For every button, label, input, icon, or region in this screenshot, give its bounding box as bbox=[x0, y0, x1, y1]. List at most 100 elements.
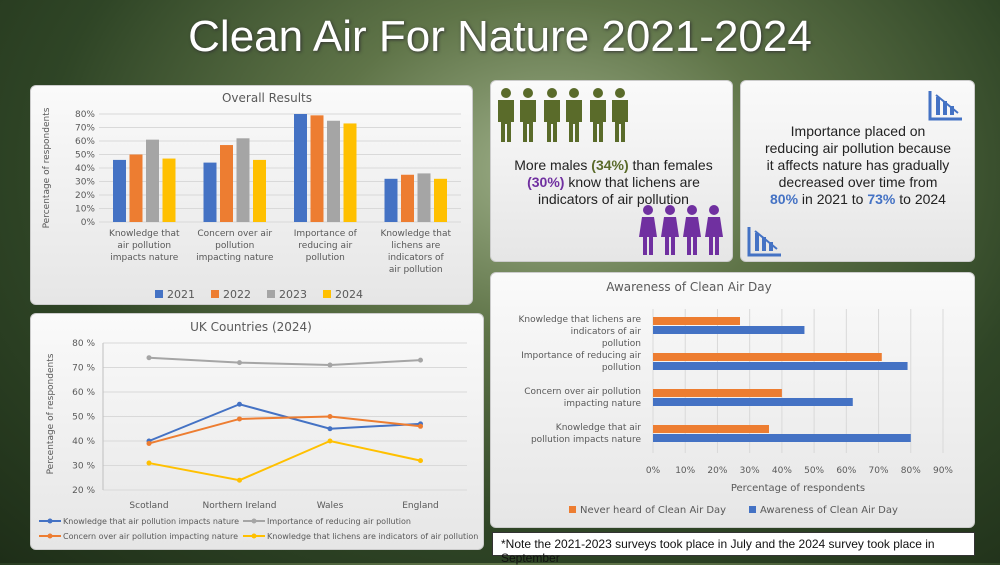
data-point bbox=[418, 423, 423, 429]
male-person-icon bbox=[498, 88, 628, 142]
bar-2022 bbox=[401, 174, 414, 222]
person-head bbox=[593, 88, 603, 98]
y-tick-label: pollution bbox=[602, 363, 641, 373]
x-tick-label: Knowledge that bbox=[109, 229, 180, 239]
x-tick-label: 10% bbox=[675, 466, 695, 476]
person-body bbox=[590, 100, 606, 142]
overall-results-panel: Overall Results Percentage of respondents… bbox=[30, 85, 473, 305]
bar-never-heard-of-clean-air-day bbox=[653, 353, 882, 361]
chart-title: Overall Results bbox=[222, 91, 312, 105]
overall-results-chart: Overall Results Percentage of respondents… bbox=[42, 91, 461, 301]
data-point bbox=[327, 414, 333, 419]
y-tick-label: 30% bbox=[75, 178, 95, 188]
person-head bbox=[643, 205, 653, 215]
bar-2024 bbox=[434, 178, 447, 222]
legend-label: 2021 bbox=[167, 288, 195, 301]
bar-awareness-of-clean-air-day bbox=[653, 326, 805, 334]
x-tick-label: Northern Ireland bbox=[203, 501, 277, 511]
person-body bbox=[639, 217, 657, 255]
trend-text: Importance placed on reducing air pollut… bbox=[764, 123, 951, 207]
x-tick-label: impacting nature bbox=[196, 253, 274, 263]
x-tick-label: impacts nature bbox=[110, 253, 178, 263]
bar-chart-down-icon bbox=[747, 227, 781, 257]
bar-chart-down-icon bbox=[928, 91, 962, 121]
bar-2021 bbox=[384, 178, 398, 222]
x-tick-label: 80% bbox=[901, 466, 921, 476]
awareness-panel: Awareness of Clean Air Day 0% 10% 20% 30% 40%… bbox=[490, 272, 975, 528]
chart-title: Awareness of Clean Air Day bbox=[606, 280, 772, 294]
data-point bbox=[146, 440, 152, 446]
bar-never-heard-of-clean-air-day bbox=[653, 389, 782, 397]
legend-label: 2022 bbox=[223, 288, 251, 301]
legend-label: 2023 bbox=[279, 288, 307, 301]
trend-panel: Importance placed on reducing air pollut… bbox=[740, 80, 975, 262]
y-tick-label: 40 % bbox=[72, 437, 95, 447]
bar-2023 bbox=[327, 120, 340, 222]
x-axis-label: Percentage of respondents bbox=[731, 483, 865, 494]
bar-awareness-of-clean-air-day bbox=[653, 434, 911, 442]
bar-2022 bbox=[310, 115, 324, 222]
x-tick-label: Concern over air bbox=[197, 229, 272, 239]
line-series bbox=[148, 439, 421, 482]
x-tick-label: 50% bbox=[804, 466, 824, 476]
data-point bbox=[327, 362, 333, 368]
data-point bbox=[418, 357, 423, 363]
y-tick-label: 40% bbox=[75, 164, 95, 174]
bar-2023 bbox=[236, 138, 250, 222]
line-series bbox=[148, 403, 421, 442]
legend-label: Concern over air pollution impacting nat… bbox=[63, 532, 238, 541]
legend-label: Never heard of Clean Air Day bbox=[580, 505, 726, 516]
x-tick-label: Scotland bbox=[129, 501, 168, 511]
bar-2021 bbox=[294, 114, 307, 222]
y-tick-label: indicators of air bbox=[571, 327, 642, 337]
female-person-icon bbox=[639, 205, 723, 255]
y-tick-label: Knowledge that lichens are bbox=[519, 315, 642, 325]
person-body bbox=[566, 100, 582, 142]
x-tick-label: air pollution bbox=[389, 265, 443, 275]
y-tick-label: pollution bbox=[602, 339, 641, 349]
y-tick-label: 20% bbox=[75, 191, 95, 201]
person-body bbox=[544, 100, 560, 142]
awareness-chart: Awareness of Clean Air Day 0% 10% 20% 30% 40%… bbox=[519, 280, 954, 516]
legend-marker bbox=[47, 533, 53, 539]
uk-countries-panel: UK Countries (2024) Percentage of respond… bbox=[30, 313, 484, 550]
y-tick-label: 70 % bbox=[72, 364, 95, 374]
bar-2024 bbox=[162, 158, 176, 222]
y-tick-label: 50 % bbox=[72, 413, 95, 423]
bar-2023 bbox=[417, 173, 431, 222]
y-tick-label: 70% bbox=[75, 124, 95, 134]
person-body bbox=[683, 217, 701, 255]
y-axis-label: Percentage of respondents bbox=[42, 107, 52, 228]
person-body bbox=[661, 217, 679, 255]
x-tick-label: reducing air bbox=[298, 241, 352, 251]
y-axis-label: Percentage of respondents bbox=[46, 353, 56, 474]
bar-awareness-of-clean-air-day bbox=[653, 398, 853, 406]
bar-2022 bbox=[129, 154, 143, 222]
y-tick-label: Importance of reducing air bbox=[521, 351, 641, 361]
x-tick-label: 30% bbox=[740, 466, 760, 476]
legend-swatch bbox=[323, 290, 331, 298]
person-head bbox=[547, 88, 557, 98]
x-tick-label: pollution bbox=[215, 241, 254, 251]
person-head bbox=[501, 88, 511, 98]
x-tick-label: England bbox=[402, 501, 439, 511]
x-tick-label: 90% bbox=[933, 466, 953, 476]
bar-never-heard-of-clean-air-day bbox=[653, 317, 740, 325]
x-tick-label: pollution bbox=[306, 253, 345, 263]
survey-note: *Note the 2021-2023 surveys took place i… bbox=[492, 532, 975, 565]
bar-awareness-of-clean-air-day bbox=[653, 362, 908, 370]
person-body bbox=[705, 217, 723, 255]
legend-swatch bbox=[211, 290, 219, 298]
x-tick-label: 70% bbox=[869, 466, 889, 476]
x-tick-label: Wales bbox=[317, 501, 344, 511]
legend-swatch bbox=[267, 290, 275, 298]
x-tick-label: indicators of bbox=[388, 253, 445, 263]
bar-2021 bbox=[113, 159, 126, 222]
x-tick-label: Knowledge that bbox=[380, 229, 451, 239]
person-body bbox=[612, 100, 628, 142]
legend-label: Knowledge that air pollution impacts nat… bbox=[63, 517, 239, 526]
x-tick-label: 40% bbox=[772, 466, 792, 476]
x-tick-label: 0% bbox=[646, 466, 661, 476]
x-tick-label: 60% bbox=[836, 466, 856, 476]
bar-2022 bbox=[220, 145, 233, 222]
